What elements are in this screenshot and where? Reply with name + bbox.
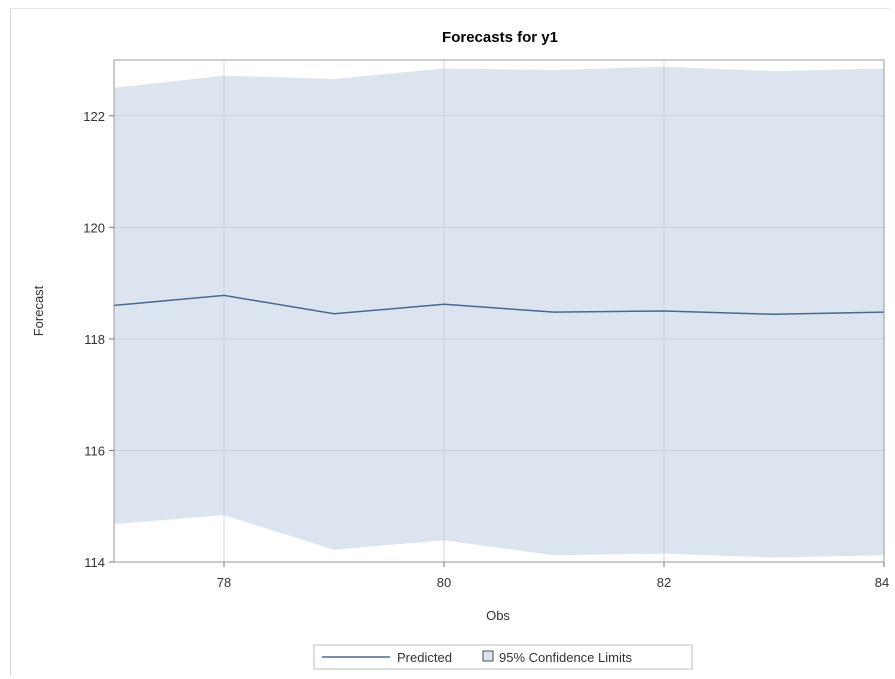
- legend-predicted: Predicted: [397, 650, 452, 665]
- x-tick-label: 82: [657, 575, 671, 590]
- plot-area: [113, 59, 885, 563]
- legend-confidence: 95% Confidence Limits: [499, 650, 632, 665]
- x-axis-label: Obs: [486, 608, 510, 623]
- legend: Predicted 95% Confidence Limits: [313, 644, 693, 670]
- y-tick-label: 114: [84, 555, 105, 570]
- y-tick-label: 120: [83, 220, 105, 235]
- y-tick-label: 118: [84, 332, 105, 347]
- confidence-band: [114, 66, 884, 558]
- y-tick-label: 116: [84, 443, 105, 458]
- legend-band-swatch: [482, 650, 494, 662]
- plot-border: [113, 59, 885, 563]
- x-tick-label: 84: [875, 575, 889, 590]
- predicted-line: [113, 294, 885, 316]
- x-tick-label: 80: [437, 575, 451, 590]
- chart-title: Forecasts for y1: [442, 29, 558, 46]
- x-axis-ticks: 78 80 82 84: [217, 562, 889, 590]
- x-tick-label: 78: [217, 575, 231, 590]
- chart-frame: [10, 8, 890, 676]
- y-axis-label: Forecast: [31, 285, 46, 336]
- y-axis-ticks: 114 116 118 120 122: [83, 109, 114, 570]
- y-tick-label: 122: [83, 109, 105, 124]
